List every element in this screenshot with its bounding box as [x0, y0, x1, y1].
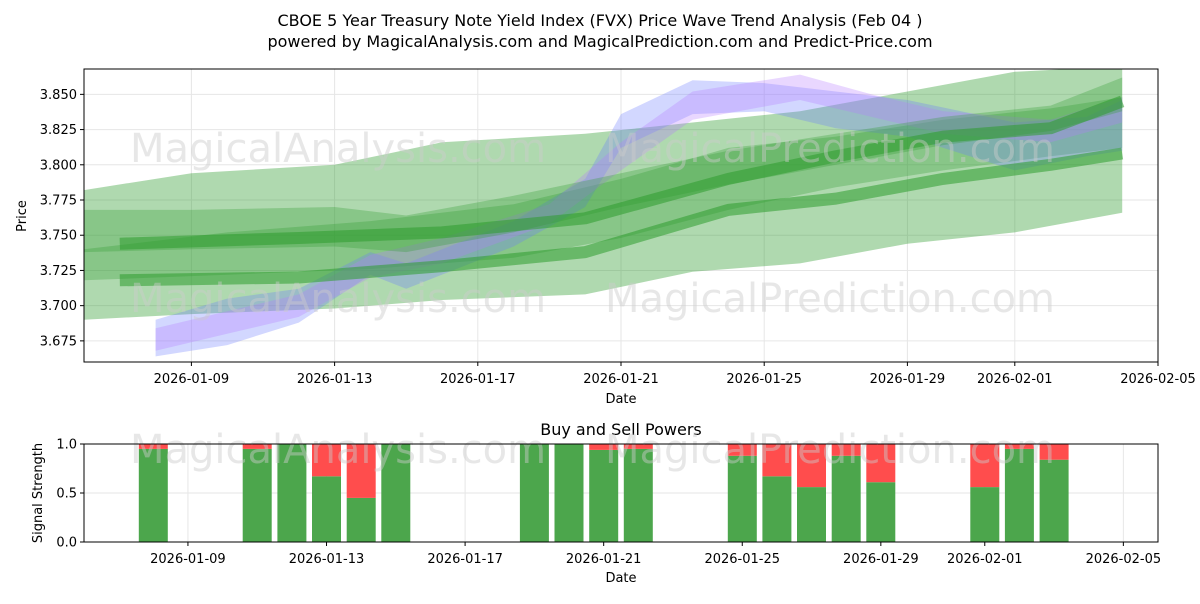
signal-y-label: Signal Strength [31, 443, 46, 543]
sell-bar [866, 444, 896, 483]
price-y-tick-label: 3.700 [40, 299, 77, 314]
price-y-tick-label: 3.800 [40, 158, 77, 173]
watermark-left-bottom: MagicalAnalysis.com [130, 276, 546, 322]
sell-bar [1039, 444, 1069, 460]
buy-bar [277, 444, 307, 542]
price-trend-lower-green-trend [119, 147, 1124, 287]
buy-bar [1004, 448, 1034, 542]
buy-bar [242, 448, 272, 542]
signal-x-tick-label: 2026-02-01 [947, 552, 1023, 567]
price-y-tick-label: 3.675 [40, 334, 77, 349]
price-x-tick-label: 2026-01-09 [154, 372, 230, 387]
buy-bar [797, 487, 826, 542]
price-trend-dark-green-trend [119, 95, 1125, 250]
buy-bar [138, 448, 168, 542]
price-y-label: Price [15, 200, 30, 232]
signal-y-tick-label: 0.5 [56, 487, 77, 502]
price-y-tick-label: 3.850 [40, 88, 77, 103]
price-y-tick-label: 3.750 [40, 229, 77, 244]
buy-bar [831, 455, 861, 542]
signal-x-label: Date [605, 571, 636, 586]
buy-bar [346, 497, 376, 542]
price-y-tick-label: 3.775 [40, 194, 77, 209]
sell-bar [346, 444, 376, 498]
buy-bar [554, 444, 584, 542]
signal-panel: Buy and Sell Powers MagicalAnalysis.com … [31, 420, 1161, 586]
signal-x-tick-label: 2026-01-25 [704, 552, 780, 567]
signal-x-ticks: 2026-01-09 2026-01-13 2026-01-17 2026-01-21… [150, 542, 1161, 567]
price-x-tick-label: 2026-01-29 [870, 372, 946, 387]
watermark-left-signal: MagicalAnalysis.com [130, 427, 546, 473]
buy-bar [727, 455, 757, 542]
buy-bar [312, 476, 341, 542]
price-x-ticks: 2026-01-09 2026-01-13 2026-01-17 2026-01-21… [154, 362, 1196, 387]
chart-title: CBOE 5 Year Treasury Note Yield Index (F… [277, 11, 922, 30]
sell-bar [797, 444, 826, 488]
price-x-tick-label: 2026-01-17 [440, 372, 516, 387]
signal-y-tick-label: 1.0 [56, 438, 77, 453]
price-x-tick-label: 2026-01-21 [583, 372, 659, 387]
signal-bars [138, 444, 1069, 542]
sell-bar [727, 444, 757, 456]
buy-bar [381, 444, 411, 542]
sell-bar [312, 444, 341, 477]
buy-bar [970, 487, 1000, 542]
price-y-tick-label: 3.825 [40, 123, 77, 138]
price-x-label: Date [605, 392, 636, 407]
buy-bar [589, 449, 619, 542]
price-band-wide-green [84, 69, 1123, 320]
signal-x-tick-label: 2026-01-17 [427, 552, 503, 567]
signal-x-tick-label: 2026-02-05 [1086, 552, 1162, 567]
sell-bar [970, 444, 1000, 488]
price-y-tick-label: 3.725 [40, 264, 77, 279]
price-bands [84, 69, 1125, 357]
signal-x-tick-label: 2026-01-29 [843, 552, 919, 567]
signal-y-ticks: 0.0 0.5 1.0 [56, 438, 84, 551]
buy-bar [762, 476, 792, 542]
price-y-ticks: 3.675 3.700 3.725 3.750 3.775 3.800 3.825 3.850 [40, 88, 84, 349]
chart-subtitle: powered by MagicalAnalysis.com and Magic… [267, 32, 932, 51]
price-x-tick-label: 2026-01-25 [726, 372, 802, 387]
price-band-blue-1 [155, 80, 1123, 357]
watermark-right-signal: MagicalPrediction.com [605, 427, 1055, 473]
buy-bar [519, 444, 549, 542]
sell-bar [623, 444, 653, 449]
sell-bar [831, 444, 861, 456]
buy-bar [866, 482, 896, 542]
signal-x-tick-label: 2026-01-21 [566, 552, 642, 567]
signal-x-tick-label: 2026-01-09 [150, 552, 226, 567]
price-band-purple-1 [155, 74, 1123, 351]
signal-y-tick-label: 0.0 [56, 536, 77, 551]
watermark-right-bottom: MagicalPrediction.com [605, 276, 1055, 322]
price-grid [84, 69, 1159, 362]
sell-bar [1004, 444, 1034, 449]
price-x-tick-label: 2026-01-13 [297, 372, 373, 387]
buy-bar [1039, 459, 1069, 542]
buy-bar [623, 448, 653, 542]
watermark-left-top: MagicalAnalysis.com [130, 126, 546, 172]
sell-bar [242, 444, 272, 449]
price-band-green-3 [84, 77, 1123, 253]
sell-bar [589, 444, 619, 450]
signal-x-tick-label: 2026-01-13 [289, 552, 365, 567]
sell-bar [138, 444, 168, 449]
price-x-tick-label: 2026-02-01 [977, 372, 1053, 387]
price-x-tick-label: 2026-02-05 [1120, 372, 1196, 387]
price-panel: MagicalAnalysis.com MagicalPrediction.co… [15, 68, 1196, 407]
sell-bar [762, 444, 792, 477]
watermark-right-top: MagicalPrediction.com [605, 126, 1055, 172]
signal-title: Buy and Sell Powers [540, 420, 702, 439]
